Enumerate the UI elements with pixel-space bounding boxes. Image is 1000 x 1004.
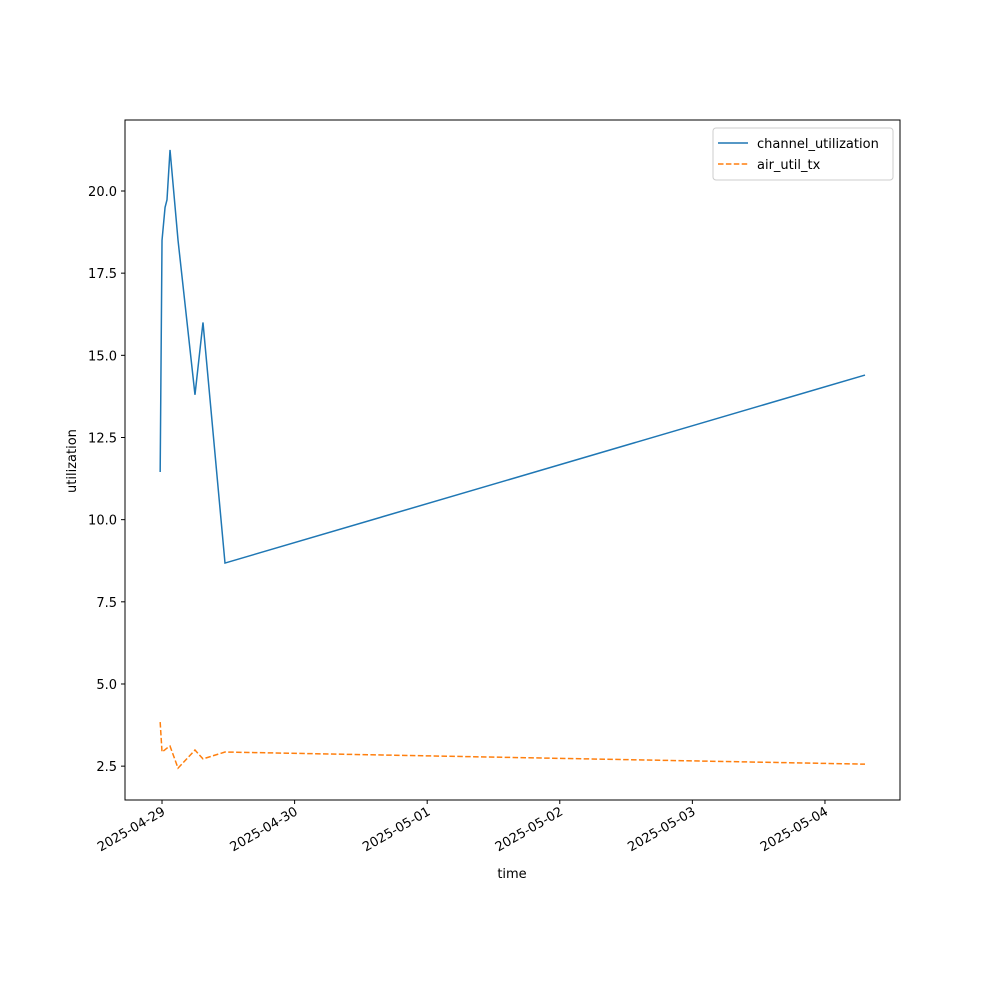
- x-tick-label: 2025-04-29: [95, 804, 168, 855]
- y-tick-label: 10.0: [88, 514, 117, 529]
- legend-label: air_util_tx: [757, 158, 821, 173]
- plot-frame: [124, 119, 901, 801]
- y-tick-label: 5.0: [96, 678, 117, 693]
- series-line: [159, 149, 866, 565]
- y-tick-label: 12.5: [88, 431, 117, 446]
- y-tick-label: 7.5: [96, 596, 117, 611]
- series-line: [159, 722, 866, 770]
- x-tick-label: 2025-05-04: [758, 804, 831, 855]
- y-tick-label: 15.0: [88, 349, 117, 364]
- x-axis-label: time: [497, 867, 526, 882]
- legend-label: channel_utilization: [757, 137, 879, 152]
- y-tick-label: 2.5: [96, 760, 117, 775]
- x-tick-label: 2025-04-30: [228, 804, 301, 855]
- x-tick-label: 2025-05-01: [360, 804, 433, 855]
- x-tick-label: 2025-05-02: [493, 804, 566, 855]
- y-axis-label: utilization: [65, 429, 80, 493]
- y-tick-label: 17.5: [88, 267, 117, 282]
- legend-box: [712, 127, 894, 181]
- y-tick-label: 20.0: [88, 185, 117, 200]
- x-tick-label: 2025-05-03: [625, 804, 698, 855]
